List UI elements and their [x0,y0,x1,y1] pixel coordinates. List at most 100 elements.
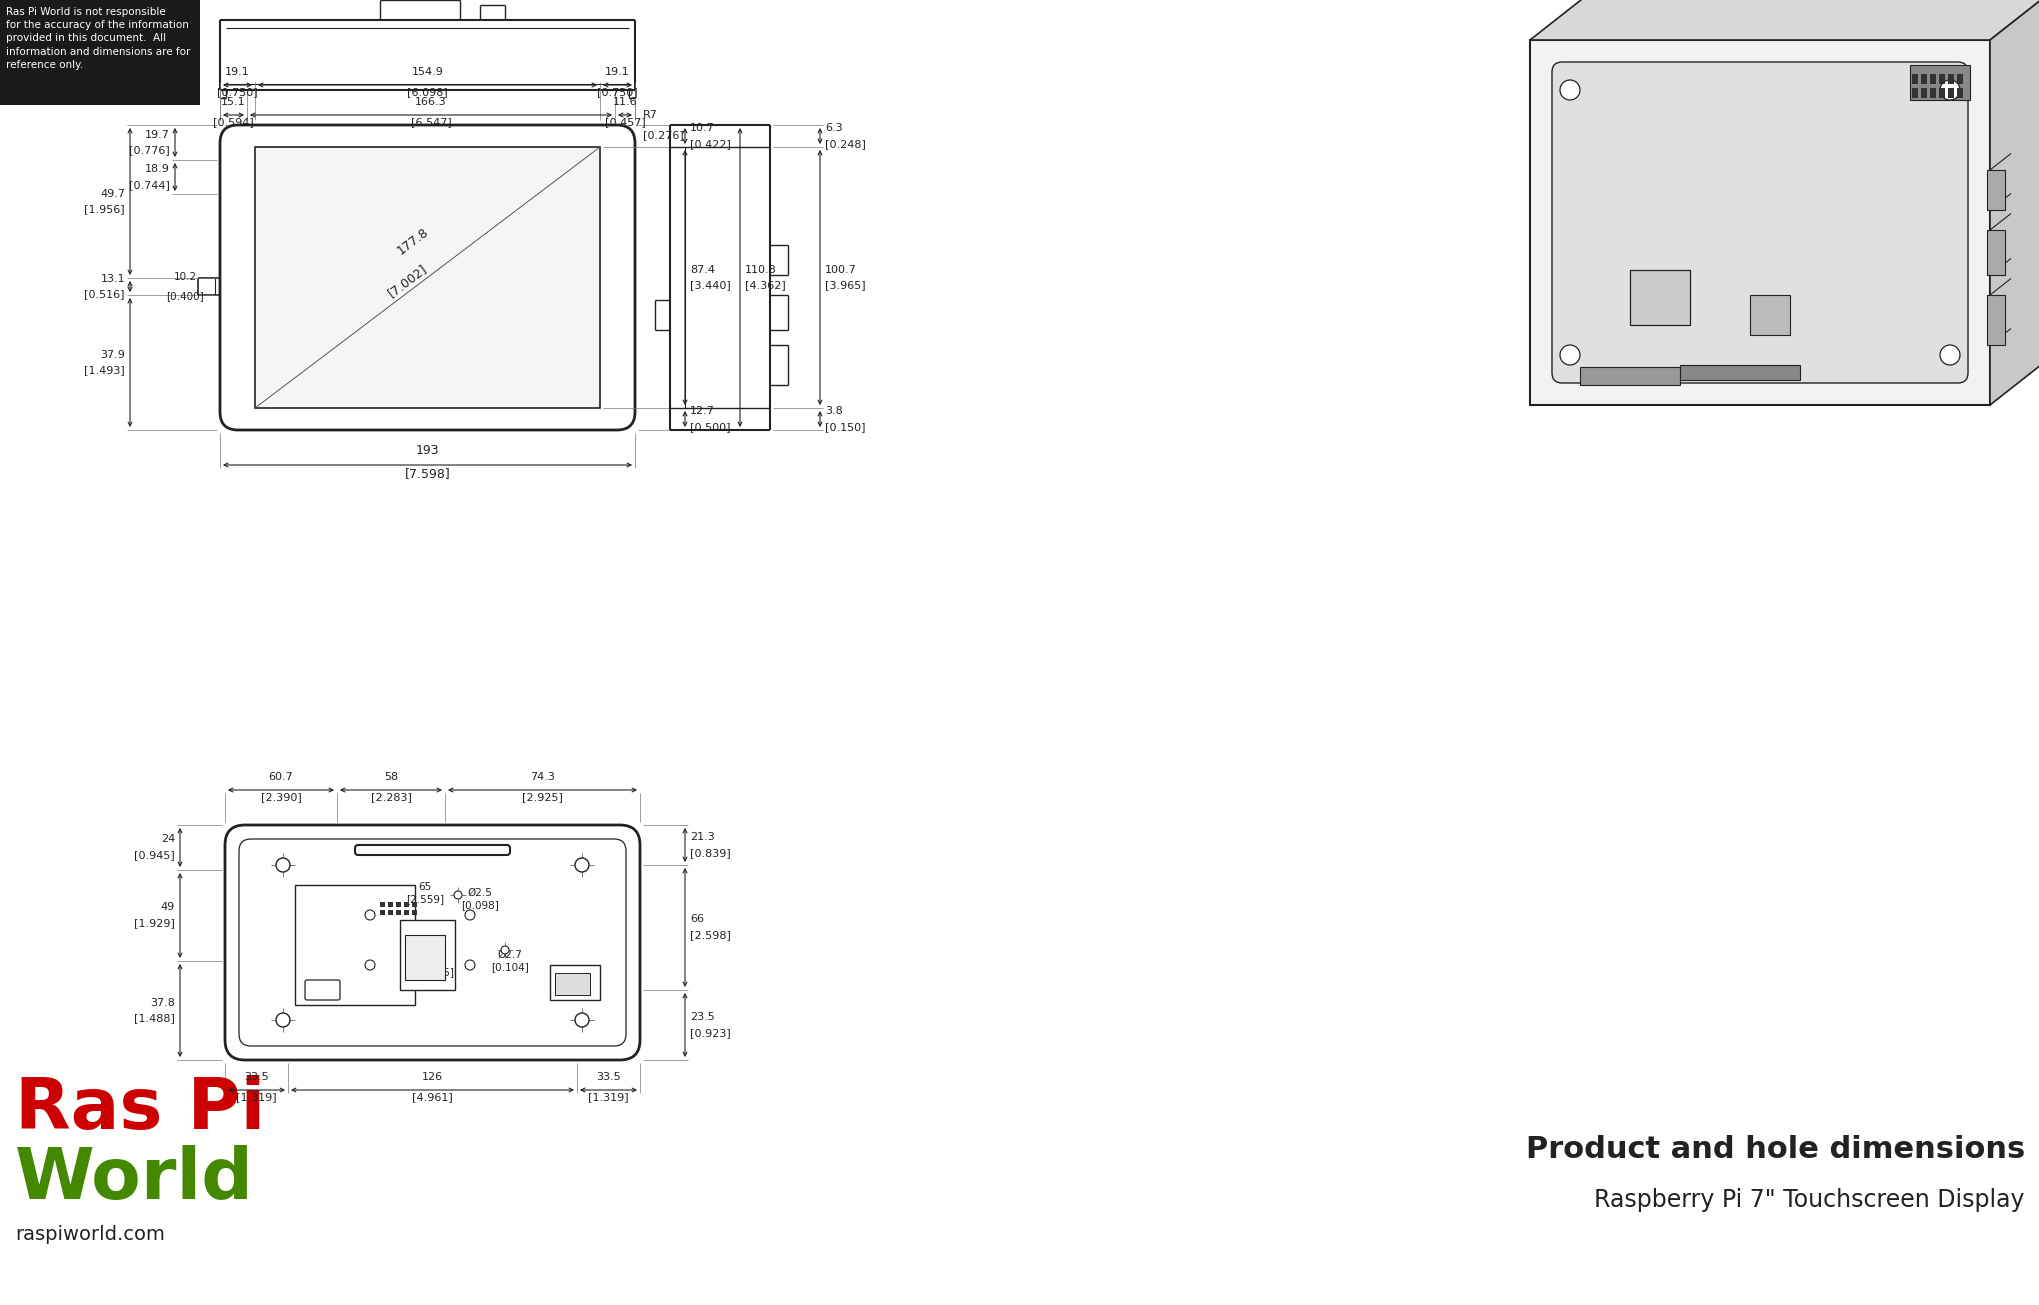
Text: [0.422]: [0.422] [689,140,730,149]
Bar [1986,295,2004,345]
Circle shape [1939,80,1959,100]
Text: 18.9: 18.9 [145,164,169,174]
Text: Ø2.5: Ø2.5 [467,887,491,898]
Text: 87.4: 87.4 [689,265,714,274]
Text: 177.8: 177.8 [394,226,430,257]
Bar [387,902,394,907]
Polygon shape [1529,0,2039,40]
Text: [0.945]: [0.945] [135,851,175,860]
Text: 15.1: 15.1 [220,97,245,107]
Text: Ø2.7: Ø2.7 [498,950,522,960]
Text: 60.7: 60.7 [269,773,294,782]
Bar [1629,270,1688,325]
FancyBboxPatch shape [220,125,634,431]
Bar [404,910,408,915]
Text: [1.956]: [1.956] [84,205,124,214]
Bar [1929,74,1935,84]
Text: [0.516]: [0.516] [84,290,124,300]
Bar [296,885,414,1005]
Text: Raspberry Pi 7" Touchscreen Display: Raspberry Pi 7" Touchscreen Display [1594,1188,2025,1212]
Text: World: World [14,1146,255,1215]
Text: [3.965]: [3.965] [824,281,865,291]
Text: [4.961]: [4.961] [412,1092,453,1101]
Text: [0.750]: [0.750] [216,87,257,97]
Text: 23.5: 23.5 [689,1011,714,1022]
Bar [1937,74,1943,84]
Bar [406,934,445,980]
Text: [1.929]: [1.929] [135,919,175,928]
Text: [2.598]: [2.598] [689,930,730,941]
Bar [1580,367,1680,385]
FancyBboxPatch shape [1552,63,1968,382]
Text: 19.7: 19.7 [145,129,169,140]
Text: 13.1: 13.1 [100,274,124,283]
Circle shape [365,960,375,970]
Bar [412,910,416,915]
Bar [1947,87,1953,98]
Text: [0.098]: [0.098] [461,900,500,910]
Text: [7.002]: [7.002] [385,261,430,299]
Text: [2.390]: [2.390] [261,792,302,803]
Circle shape [575,857,589,872]
Text: [0.744]: [0.744] [128,180,169,191]
Circle shape [465,910,475,920]
Text: 58: 58 [383,773,398,782]
Bar [400,920,455,990]
Bar [404,902,408,907]
Bar [1749,295,1788,335]
Bar [1937,87,1943,98]
Text: raspiworld.com: raspiworld.com [14,1225,165,1245]
Text: [2.205]: [2.205] [416,967,455,977]
Text: [2.925]: [2.925] [522,792,563,803]
Text: 10.7: 10.7 [689,123,714,133]
Bar [1986,170,2004,210]
Text: [2.559]: [2.559] [406,894,445,904]
Text: [0.750]: [0.750] [597,87,638,97]
Text: 37.8: 37.8 [151,997,175,1007]
Text: Ras Pi World is not responsible
for the accuracy of the information
provided in : Ras Pi World is not responsible for the … [6,7,190,69]
Text: [0.500]: [0.500] [689,422,730,432]
Text: 33.5: 33.5 [245,1071,269,1082]
Circle shape [1560,345,1580,365]
Bar [551,964,599,1000]
Bar [1947,74,1953,84]
Circle shape [575,1013,589,1027]
Bar [396,902,402,907]
Bar [1986,230,2004,275]
Text: 37.9: 37.9 [100,350,124,359]
Bar [379,910,385,915]
Text: 11.6: 11.6 [612,97,636,107]
Text: [2.283]: [2.283] [371,792,412,803]
Text: [0.839]: [0.839] [689,848,730,857]
Text: 65: 65 [418,882,432,893]
Text: 100.7: 100.7 [824,265,856,274]
Circle shape [1560,80,1580,100]
Bar [1955,74,1962,84]
Circle shape [365,910,375,920]
Text: [0.776]: [0.776] [128,145,169,155]
Bar [555,974,589,994]
Text: [1.319]: [1.319] [587,1092,628,1101]
Text: 21.3: 21.3 [689,833,714,842]
Text: 24: 24 [161,834,175,844]
Text: 126: 126 [422,1071,442,1082]
Text: 12.7: 12.7 [689,406,714,416]
Text: 56: 56 [428,955,440,964]
Bar [0,0,200,104]
Bar [1955,87,1962,98]
Bar [255,147,599,408]
Text: R7: R7 [642,110,657,120]
Text: 193: 193 [416,444,438,457]
Text: Product and hole dimensions: Product and hole dimensions [1525,1135,2025,1164]
Text: 166.3: 166.3 [416,97,447,107]
Circle shape [465,960,475,970]
Text: 19.1: 19.1 [224,67,249,77]
Circle shape [1939,345,1959,365]
Bar [1909,65,1970,100]
Circle shape [455,891,461,899]
Bar [1921,74,1927,84]
Text: [0.457]: [0.457] [604,117,644,127]
Text: [0.248]: [0.248] [824,140,865,149]
Text: [0.104]: [0.104] [491,962,528,972]
Text: 33.5: 33.5 [595,1071,620,1082]
